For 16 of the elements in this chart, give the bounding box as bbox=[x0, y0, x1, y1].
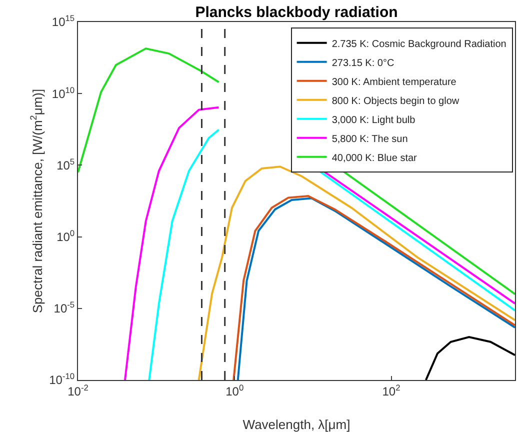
legend-label: 273.15 K: 0°C bbox=[332, 58, 394, 69]
y-tick-label: 10$^{0}$ bbox=[56, 228, 75, 244]
y-tick-label: 10$^{-5}$ bbox=[54, 300, 75, 316]
y-tick-label: 10$^{5}$ bbox=[56, 156, 75, 172]
legend-label: 5,800 K: The sun bbox=[332, 134, 408, 145]
chart-title: Plancks blackbody radiation bbox=[195, 4, 398, 21]
x-tick-label: 10$^{2}$ bbox=[382, 382, 401, 398]
legend-label: 40,000 K: Blue star bbox=[332, 152, 418, 164]
y-tick-label: 10$^{10}$ bbox=[52, 84, 75, 101]
x-axis-title: Wavelength, λ[μm] bbox=[242, 417, 350, 432]
y-tick-label: 10$^{15}$ bbox=[52, 13, 75, 30]
legend-label: 300 K: Ambient temperature bbox=[332, 76, 457, 88]
legend-label: 800 K: Objects begin to glow bbox=[332, 96, 460, 107]
legend-label: 3,000 K: Light bulb bbox=[332, 114, 416, 126]
legend-label: 2.735 K: Cosmic Background Radiation bbox=[332, 38, 506, 50]
x-tick-label: 10$^{0}$ bbox=[226, 382, 244, 398]
